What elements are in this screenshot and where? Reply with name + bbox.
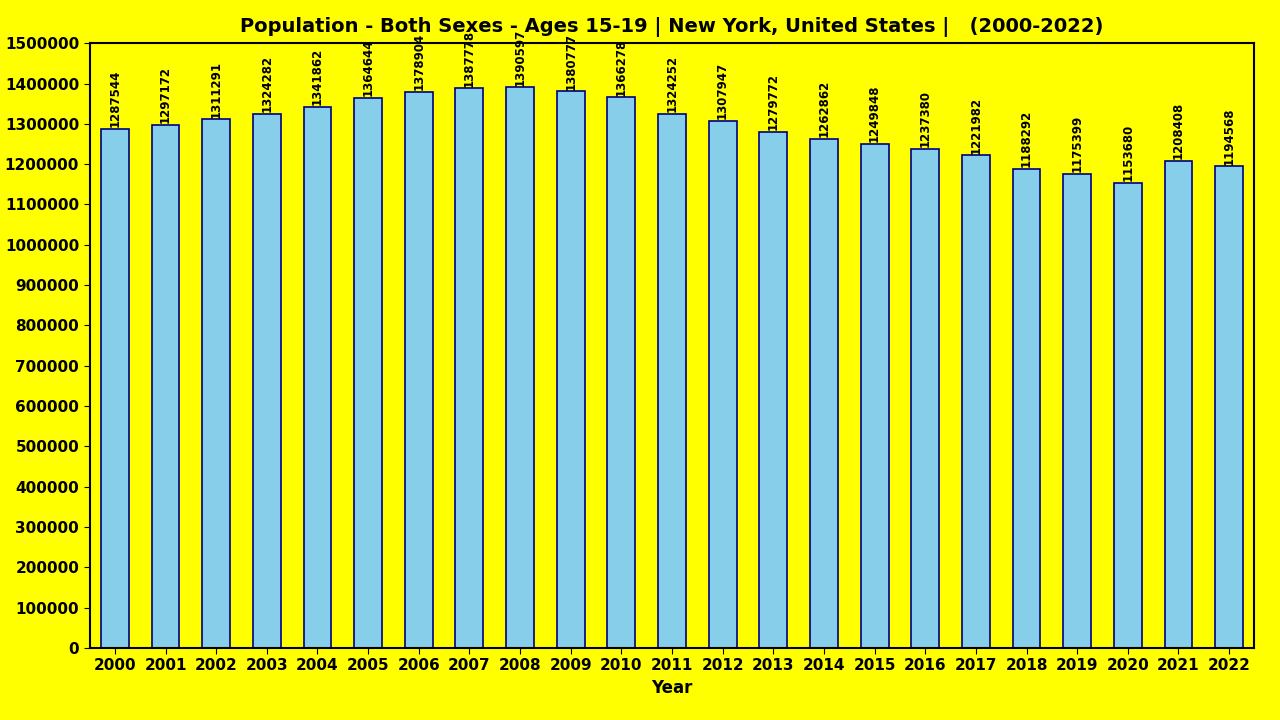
Text: 1153680: 1153680 bbox=[1121, 124, 1134, 181]
Text: 1188292: 1188292 bbox=[1020, 110, 1033, 167]
Bar bbox=[1012, 169, 1041, 648]
Text: 1279772: 1279772 bbox=[767, 73, 780, 130]
Text: 1341862: 1341862 bbox=[311, 48, 324, 105]
Text: 1311291: 1311291 bbox=[210, 60, 223, 117]
Text: 1378904: 1378904 bbox=[412, 33, 425, 91]
Bar bbox=[253, 114, 280, 648]
Bar bbox=[963, 156, 989, 648]
Text: 1194568: 1194568 bbox=[1222, 107, 1235, 165]
Text: 1387778: 1387778 bbox=[463, 30, 476, 87]
Text: 1364644: 1364644 bbox=[362, 39, 375, 96]
Bar bbox=[1215, 166, 1243, 648]
Bar bbox=[456, 89, 484, 648]
Bar bbox=[709, 121, 736, 648]
Bar bbox=[810, 139, 838, 648]
Text: 1307947: 1307947 bbox=[716, 62, 730, 119]
Bar bbox=[860, 144, 888, 648]
Bar bbox=[202, 120, 230, 648]
Text: 1237380: 1237380 bbox=[919, 91, 932, 148]
Bar bbox=[101, 129, 129, 648]
Bar bbox=[557, 91, 585, 648]
Bar bbox=[404, 92, 433, 648]
Text: 1297172: 1297172 bbox=[159, 66, 172, 123]
Bar bbox=[1165, 161, 1193, 648]
Bar bbox=[759, 132, 787, 648]
Text: 1324252: 1324252 bbox=[666, 55, 678, 112]
Bar bbox=[608, 97, 635, 648]
Text: 1390597: 1390597 bbox=[513, 29, 526, 86]
Bar bbox=[658, 114, 686, 648]
Bar bbox=[1064, 174, 1091, 648]
Text: 1221982: 1221982 bbox=[969, 96, 982, 153]
Title: Population - Both Sexes - Ages 15-19 | New York, United States |   (2000-2022): Population - Both Sexes - Ages 15-19 | N… bbox=[241, 17, 1103, 37]
Text: 1287544: 1287544 bbox=[109, 70, 122, 127]
Bar bbox=[151, 125, 179, 648]
Text: 1324282: 1324282 bbox=[260, 55, 274, 112]
Bar bbox=[303, 107, 332, 648]
Text: 1380777: 1380777 bbox=[564, 32, 577, 90]
Bar bbox=[355, 98, 381, 648]
Bar bbox=[506, 87, 534, 648]
Text: 1175399: 1175399 bbox=[1070, 115, 1084, 173]
Text: 1366278: 1366278 bbox=[614, 38, 628, 96]
X-axis label: Year: Year bbox=[652, 679, 692, 697]
Text: 1208408: 1208408 bbox=[1172, 102, 1185, 159]
Text: 1262862: 1262862 bbox=[818, 80, 831, 138]
Bar bbox=[911, 149, 940, 648]
Bar bbox=[1114, 183, 1142, 648]
Text: 1249848: 1249848 bbox=[868, 85, 881, 143]
